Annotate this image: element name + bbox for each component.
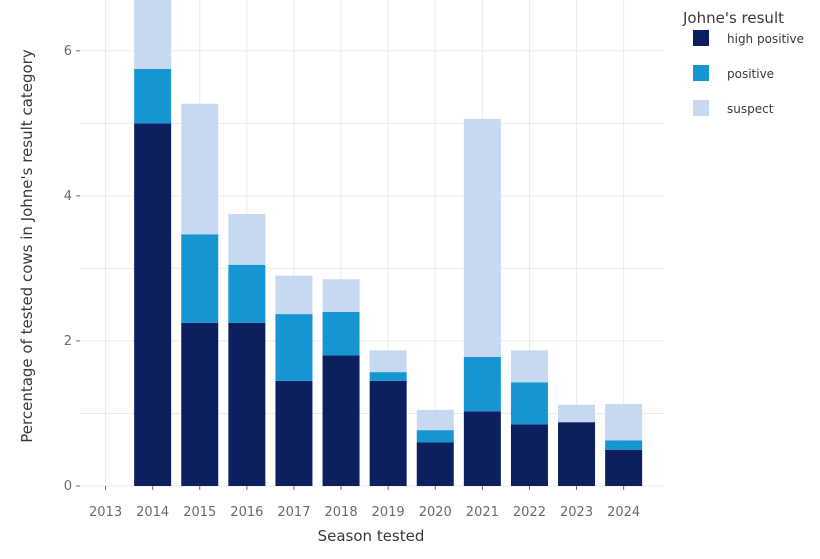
bar-segment-suspect bbox=[463, 118, 501, 357]
x-tick-label: 2015 bbox=[183, 505, 216, 520]
x-tick-label: 2020 bbox=[419, 505, 452, 520]
bar-segment-positive bbox=[228, 264, 266, 323]
bar-segment-suspect bbox=[181, 103, 219, 235]
bar-segment-suspect bbox=[416, 409, 454, 431]
legend-label: positive bbox=[727, 67, 774, 81]
legend-swatch-high-positive bbox=[693, 30, 709, 46]
legend-swatch-suspect bbox=[693, 100, 709, 116]
x-tick-label: 2019 bbox=[372, 505, 405, 520]
bar-segment-suspect bbox=[322, 279, 360, 312]
axis-layer: 0 2 4 6 2013 2014 2015 2016 2017 2018 2019 2020 2021… bbox=[64, 44, 640, 520]
y-tick-label: 4 bbox=[64, 189, 72, 204]
bar-segment-positive bbox=[463, 356, 501, 412]
legend-label: high positive bbox=[727, 32, 804, 46]
bar-segment-suspect bbox=[275, 275, 313, 315]
bar-segment-suspect bbox=[134, 0, 172, 69]
y-tick-label: 2 bbox=[64, 334, 72, 349]
x-tick-label: 2016 bbox=[230, 505, 263, 520]
bar-segment-suspect bbox=[510, 350, 548, 383]
legend-swatch-positive bbox=[693, 65, 709, 81]
bar-segment-positive bbox=[510, 382, 548, 425]
bar-segment-positive bbox=[416, 430, 454, 443]
x-tick-label: 2013 bbox=[89, 505, 122, 520]
bar-segment-high-positive bbox=[369, 380, 407, 486]
bar-segment-positive bbox=[181, 234, 219, 323]
y-tick-label: 0 bbox=[64, 479, 72, 494]
bar-segment-high-positive bbox=[416, 442, 454, 486]
bar-segment-high-positive bbox=[322, 355, 360, 486]
bar-segment-high-positive bbox=[228, 322, 266, 486]
x-tick-label: 2024 bbox=[607, 505, 640, 520]
bar-segment-positive bbox=[605, 440, 643, 450]
x-tick-label: 2014 bbox=[136, 505, 169, 520]
bar-segment-high-positive bbox=[275, 380, 313, 486]
bar-segment-suspect bbox=[369, 350, 407, 373]
x-axis-title: Season tested bbox=[318, 527, 425, 545]
legend-label: suspect bbox=[727, 102, 774, 116]
bar-segment-high-positive bbox=[558, 422, 596, 486]
y-axis-title: Percentage of tested cows in Johne's res… bbox=[18, 49, 36, 443]
bars-layer bbox=[134, 0, 643, 487]
bar-segment-high-positive bbox=[134, 123, 172, 487]
legend-title: Johne's result bbox=[682, 9, 784, 27]
y-tick-label: 6 bbox=[64, 44, 72, 59]
x-tick-label: 2018 bbox=[325, 505, 358, 520]
bar-segment-high-positive bbox=[605, 449, 643, 486]
bar-segment-positive bbox=[275, 314, 313, 381]
bar-segment-positive bbox=[134, 68, 172, 124]
bar-segment-positive bbox=[322, 311, 360, 356]
bar-segment-positive bbox=[369, 372, 407, 381]
legend: Johne's result high positive positive susp… bbox=[682, 9, 804, 116]
bar-segment-high-positive bbox=[510, 424, 548, 486]
bar-segment-suspect bbox=[558, 404, 596, 423]
bar-segment-suspect bbox=[228, 213, 266, 265]
x-tick-label: 2017 bbox=[277, 505, 310, 520]
bar-segment-high-positive bbox=[463, 411, 501, 486]
x-tick-label: 2021 bbox=[466, 505, 499, 520]
x-tick-label: 2022 bbox=[513, 505, 546, 520]
bar-segment-high-positive bbox=[181, 322, 219, 486]
bar-segment-suspect bbox=[605, 404, 643, 441]
x-tick-label: 2023 bbox=[560, 505, 593, 520]
